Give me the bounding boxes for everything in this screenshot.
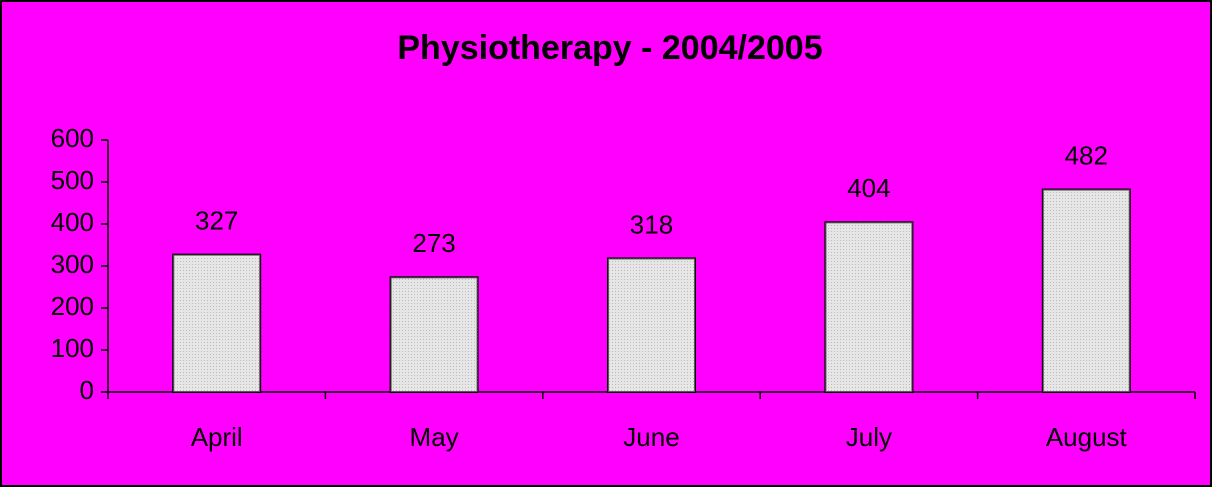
data-label: 318 bbox=[630, 209, 673, 239]
y-tick-label: 400 bbox=[51, 207, 94, 237]
bar-texture bbox=[608, 258, 695, 392]
y-tick-label: 600 bbox=[51, 123, 94, 153]
bar-texture bbox=[173, 254, 261, 392]
y-tick-label: 100 bbox=[51, 333, 94, 363]
data-label: 273 bbox=[412, 228, 455, 258]
y-tick-label: 0 bbox=[80, 375, 94, 405]
bar-texture bbox=[825, 222, 913, 392]
data-label: 482 bbox=[1065, 140, 1108, 170]
y-tick-label: 500 bbox=[51, 165, 94, 195]
bar-texture bbox=[390, 277, 478, 392]
chart-title: Physiotherapy - 2004/2005 bbox=[397, 29, 822, 67]
y-tick-label: 300 bbox=[51, 249, 94, 279]
y-tick-label: 200 bbox=[51, 291, 94, 321]
x-tick-label: May bbox=[410, 422, 459, 452]
x-tick-label: June bbox=[623, 422, 679, 452]
x-tick-label: August bbox=[1046, 422, 1128, 452]
data-label: 327 bbox=[195, 206, 238, 236]
x-tick-label: July bbox=[846, 422, 892, 452]
bar-texture bbox=[1042, 189, 1130, 392]
x-tick-label: April bbox=[191, 422, 243, 452]
data-label: 404 bbox=[847, 173, 890, 203]
